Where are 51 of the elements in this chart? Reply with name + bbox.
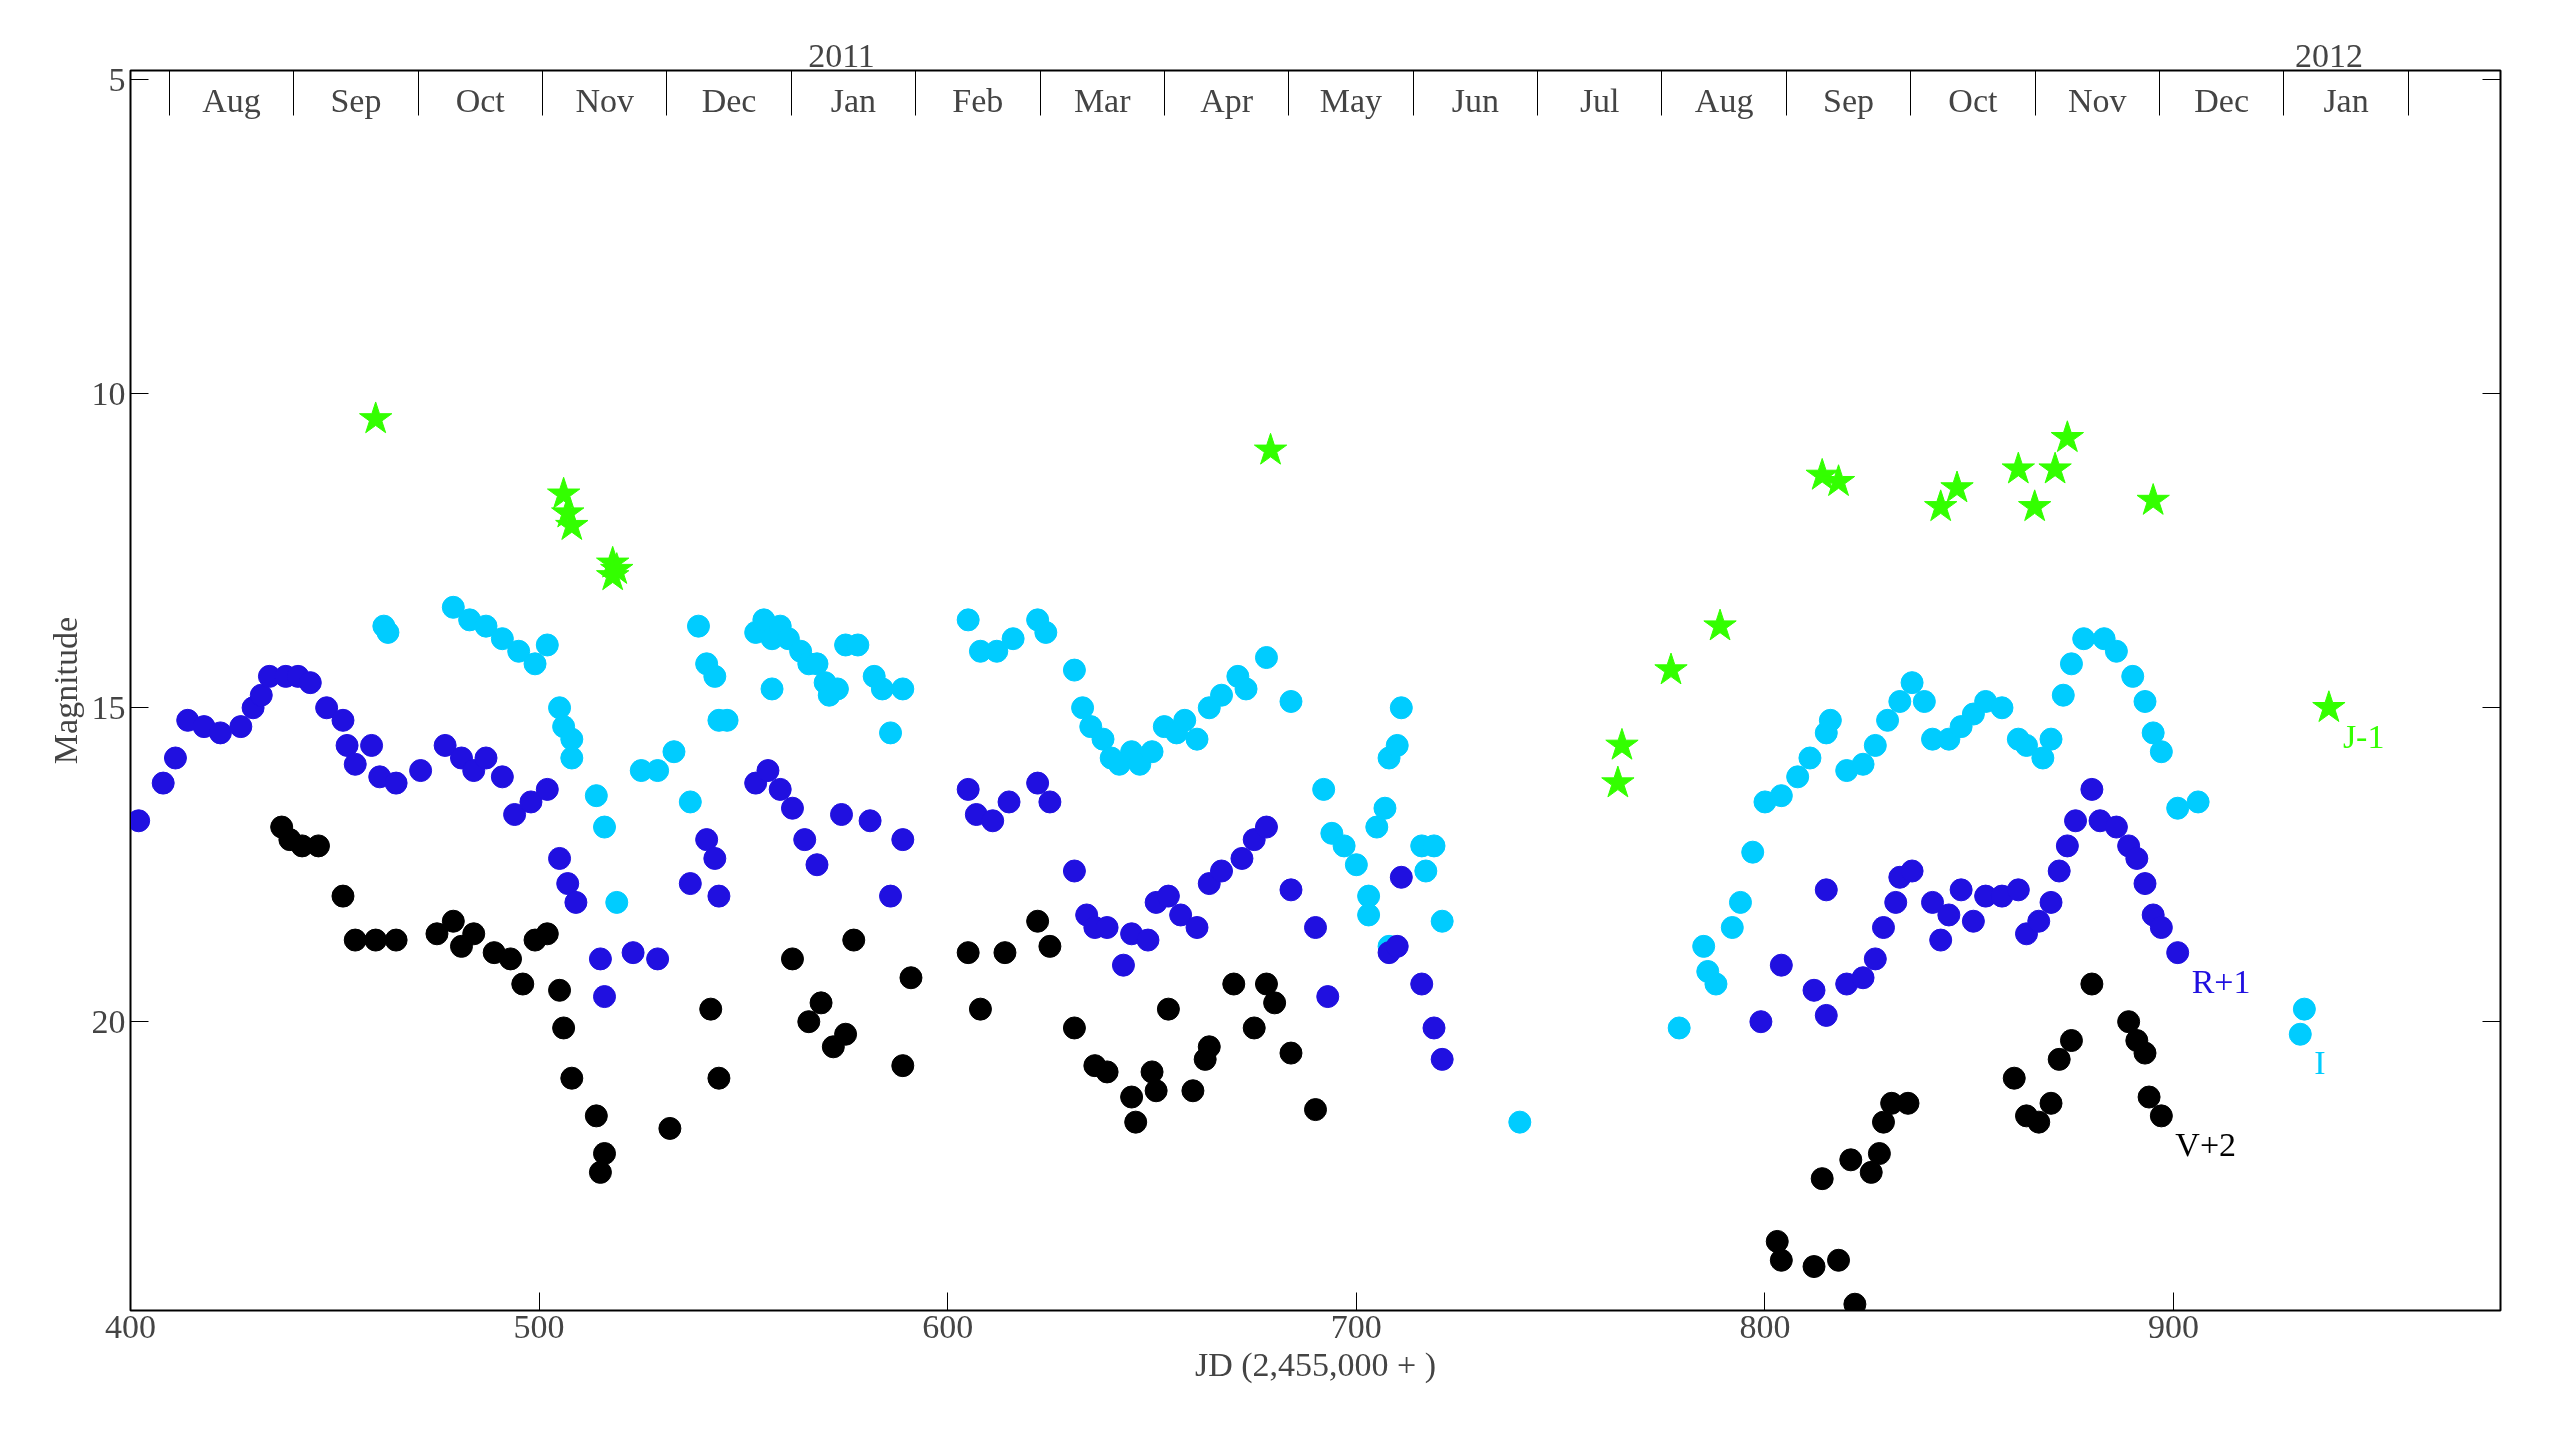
annotation: Sep — [330, 81, 382, 119]
x-tick-label: 600 — [922, 1307, 974, 1345]
annotation: May — [1319, 81, 1383, 119]
annotation: Oct — [1948, 81, 1998, 119]
y-tick-label: 5 — [108, 60, 126, 98]
annotation: Nov — [575, 81, 634, 119]
x-tick-label: 500 — [513, 1307, 565, 1345]
y-tick-label: 20 — [91, 1002, 126, 1040]
annotation: Mar — [1073, 81, 1132, 119]
annotation: Sep — [1823, 81, 1874, 119]
x-tick-label: 800 — [1739, 1307, 1791, 1345]
point — [2136, 483, 2170, 515]
annotation: Nov — [2068, 81, 2127, 119]
annotation: 2012 — [2294, 36, 2363, 74]
point — [1601, 765, 1635, 798]
annotation: Aug — [202, 81, 261, 119]
annotation: Dec — [2194, 81, 2250, 119]
annotation: Jan — [2323, 81, 2369, 119]
point — [1940, 470, 1974, 503]
point — [2001, 451, 2035, 484]
x-tick-label: 400 — [105, 1307, 156, 1345]
point — [1605, 727, 1639, 760]
point — [1253, 432, 1288, 465]
point — [1703, 608, 1737, 641]
series-label: I — [2314, 1044, 2326, 1082]
point — [1924, 489, 1958, 522]
annotation: Jul — [1579, 81, 1620, 119]
point — [546, 476, 581, 509]
annotation: Apr — [1200, 81, 1254, 119]
series-label: R+1 — [2191, 962, 2251, 1000]
point — [2050, 420, 2085, 453]
point — [2312, 690, 2346, 723]
annotation: Feb — [952, 81, 1004, 119]
x-tick-label: 900 — [2148, 1307, 2200, 1345]
annotation: Jun — [1451, 81, 1499, 119]
annotation: Jan — [830, 81, 877, 119]
series-label: V+2 — [2175, 1125, 2237, 1163]
y-axis-title: Magnitude — [46, 616, 84, 765]
x-axis-title: JD (2,455,000 + ) — [1194, 1345, 1437, 1384]
annotation: Aug — [1694, 81, 1754, 119]
y-tick-label: 15 — [91, 688, 126, 726]
point — [359, 401, 393, 434]
point — [1654, 652, 1688, 685]
x-tick-label: 700 — [1330, 1307, 1382, 1345]
point — [2018, 489, 2052, 522]
y-tick-label: 10 — [91, 374, 126, 412]
annotation: Oct — [455, 81, 506, 119]
annotation: 2011 — [808, 36, 875, 74]
series-label: J-1 — [2342, 717, 2385, 755]
annotation: Dec — [701, 81, 757, 119]
point — [2038, 451, 2072, 484]
